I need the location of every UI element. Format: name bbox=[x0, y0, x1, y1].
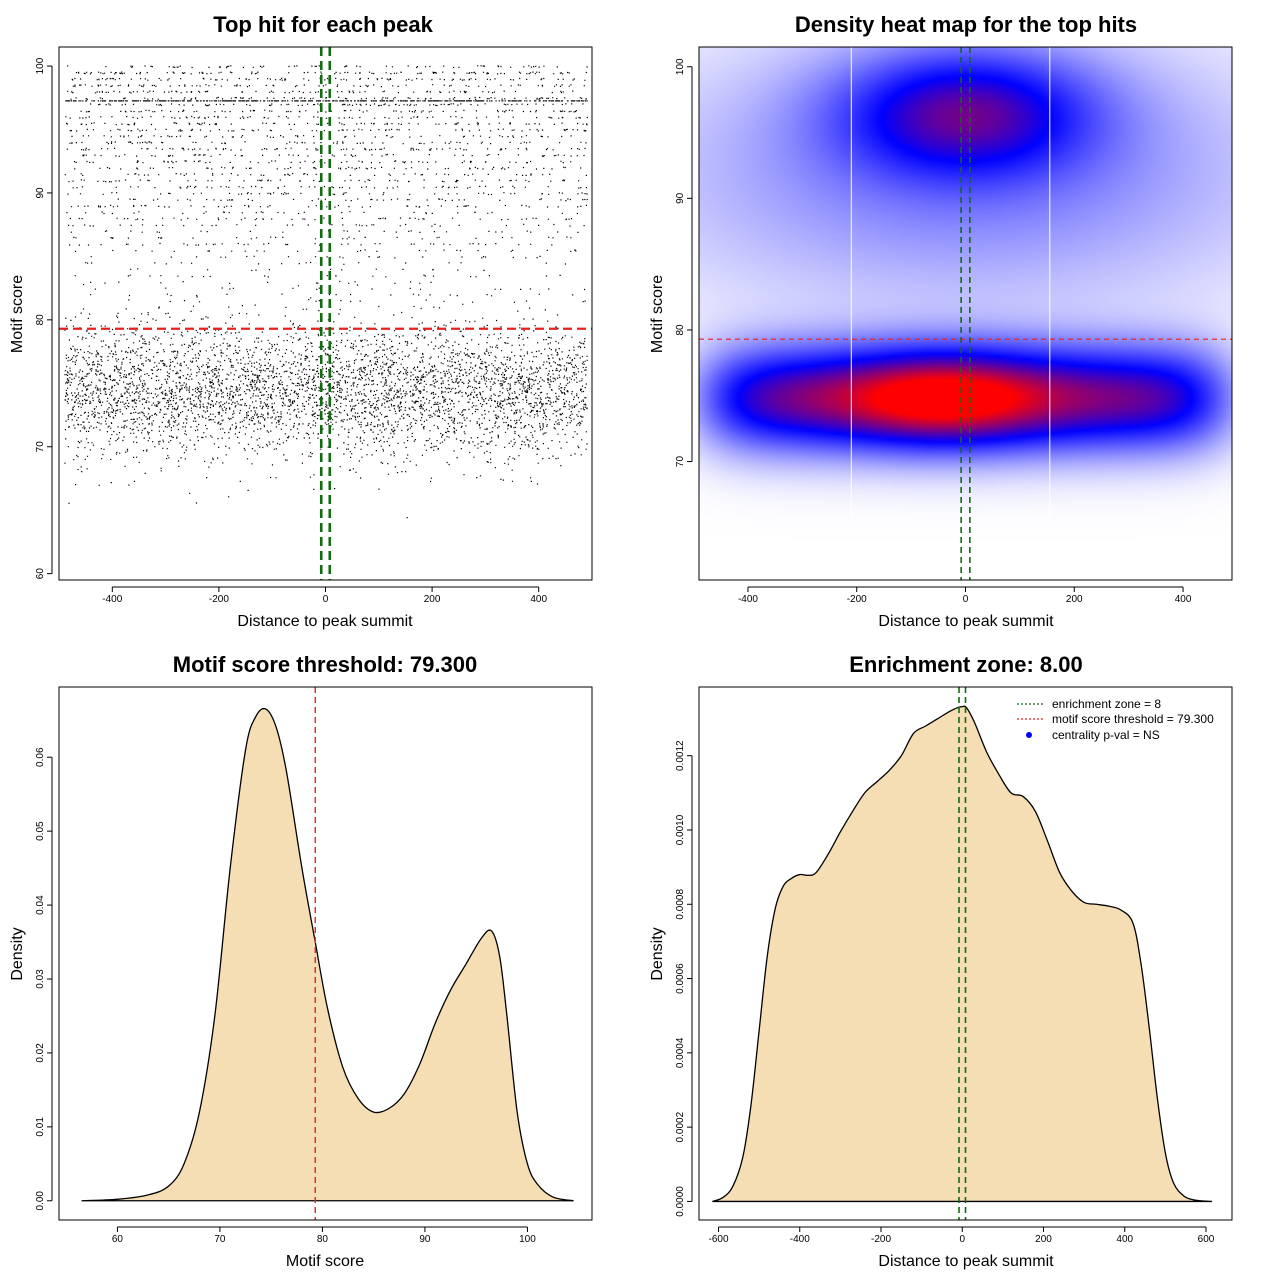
distance-density-x-tick-label: 0 bbox=[959, 1234, 965, 1245]
scatter-x-tick-label: 400 bbox=[530, 594, 547, 605]
scatter-plot-frame bbox=[58, 46, 593, 581]
scatter-x-tick-label: 200 bbox=[424, 594, 441, 605]
scatter-y-tick-label: 60 bbox=[35, 568, 46, 580]
score-density-axes: 60 70 80 90 100 0.00 0.01 0.02 0.03 0.04 0.05 0.06 bbox=[35, 747, 536, 1245]
distance-density-panel: Enrichment zone: 8.00 -600 -400 -200 0 200 40… bbox=[649, 652, 1233, 1270]
scatter-point bbox=[64, 65, 588, 519]
legend-label-threshold: motif score threshold = 79.300 bbox=[1052, 712, 1214, 726]
distance-density-curve bbox=[712, 705, 1213, 1203]
distance-density-y-tick-label: 0.0008 bbox=[675, 889, 686, 920]
score-density-x-tick-label: 80 bbox=[317, 1234, 329, 1245]
distance-density-y-tick-label: 0.0010 bbox=[675, 814, 686, 845]
heatmap-plot-frame bbox=[698, 46, 1233, 581]
heatmap-x-tick-label: -400 bbox=[738, 594, 758, 605]
heatmap-panel: Density heat map for the top hits -400 -2… bbox=[649, 12, 1233, 630]
heatmap-x-axis-label: Distance to peak summit bbox=[878, 613, 1054, 630]
score-density-y-tick-label: 0.01 bbox=[35, 1117, 46, 1137]
legend: enrichment zone = 8 motif score threshol… bbox=[1017, 697, 1214, 742]
scatter-x-tick-label: -200 bbox=[209, 594, 229, 605]
distance-density-x-tick-label: 600 bbox=[1198, 1234, 1215, 1245]
distance-density-title: Enrichment zone: 8.00 bbox=[849, 652, 1083, 677]
score-density-curve bbox=[81, 707, 574, 1202]
scatter-axes: -400 -200 0 200 400 60 70 80 90 100 bbox=[35, 57, 547, 605]
distance-density-y-tick-label: 0.0004 bbox=[675, 1037, 686, 1068]
legend-label-enrichment-zone: enrichment zone = 8 bbox=[1052, 697, 1161, 711]
score-density-x-axis-label: Motif score bbox=[286, 1253, 364, 1270]
score-density-y-tick-label: 0.06 bbox=[35, 747, 46, 767]
scatter-x-tick-label: -400 bbox=[102, 594, 122, 605]
heatmap-y-tick-label: 80 bbox=[675, 324, 686, 336]
distance-density-y-tick-label: 0.0012 bbox=[675, 740, 686, 771]
heatmap-y-tick-label: 70 bbox=[675, 456, 686, 468]
score-density-y-tick-label: 0.04 bbox=[35, 895, 46, 915]
distance-density-plot-frame bbox=[698, 686, 1233, 1221]
scatter-y-tick-label: 70 bbox=[35, 441, 46, 453]
distance-density-x-tick-label: -200 bbox=[871, 1234, 891, 1245]
distance-density-x-axis-label: Distance to peak summit bbox=[878, 1253, 1054, 1270]
scatter-points bbox=[64, 65, 588, 519]
heatmap-axes: -400 -200 0 200 400 70 80 90 100 bbox=[675, 58, 1192, 605]
distance-density-x-tick-label: 400 bbox=[1116, 1234, 1133, 1245]
score-density-panel: Motif score threshold: 79.300 60 70 80 90 10… bbox=[9, 652, 593, 1270]
scatter-x-tick-label: 0 bbox=[323, 594, 329, 605]
legend-swatch-centrality bbox=[1026, 732, 1032, 738]
heatmap-x-tick-label: 400 bbox=[1175, 594, 1192, 605]
scatter-x-axis-label: Distance to peak summit bbox=[237, 613, 413, 630]
distance-density-y-tick-label: 0.0006 bbox=[675, 963, 686, 994]
distance-density-y-tick-label: 0.0002 bbox=[675, 1111, 686, 1142]
distance-density-axes: -600 -400 -200 0 200 400 600 0.0000 0.0002 0.0004… bbox=[675, 740, 1215, 1245]
score-density-y-tick-label: 0.02 bbox=[35, 1043, 46, 1063]
scatter-y-tick-label: 100 bbox=[35, 57, 46, 74]
heatmap-title: Density heat map for the top hits bbox=[795, 12, 1137, 37]
score-density-x-tick-label: 100 bbox=[519, 1234, 536, 1245]
distance-density-y-tick-label: 0.0000 bbox=[675, 1186, 686, 1217]
score-density-y-tick-label: 0.05 bbox=[35, 821, 46, 841]
distance-density-x-tick-label: 200 bbox=[1035, 1234, 1052, 1245]
distance-density-reference-lines bbox=[958, 687, 967, 1220]
score-density-x-tick-label: 60 bbox=[112, 1234, 124, 1245]
scatter-y-tick-label: 80 bbox=[35, 314, 46, 326]
scatter-y-tick-label: 90 bbox=[35, 187, 46, 199]
heatmap-x-tick-label: -200 bbox=[847, 594, 867, 605]
scatter-title: Top hit for each peak bbox=[213, 12, 433, 37]
score-density-plot-frame bbox=[58, 686, 593, 1221]
scatter-panel: Top hit for each peak -400 -200 0 200 400 60 7… bbox=[9, 12, 593, 630]
heatmap-y-tick-label: 100 bbox=[675, 58, 686, 75]
heatmap-y-axis-label: Motif score bbox=[649, 275, 666, 353]
legend-label-centrality: centrality p-val = NS bbox=[1052, 728, 1160, 742]
score-density-y-tick-label: 0.00 bbox=[35, 1191, 46, 1211]
scatter-reference-lines bbox=[59, 47, 592, 580]
heatmap-reference-lines bbox=[699, 47, 1232, 580]
score-density-x-tick-label: 90 bbox=[419, 1234, 431, 1245]
distance-density-x-tick-label: -600 bbox=[708, 1234, 728, 1245]
heatmap-y-tick-label: 90 bbox=[675, 192, 686, 204]
heatmap-image bbox=[699, 47, 1232, 580]
score-density-y-axis-label: Density bbox=[9, 927, 26, 980]
score-density-x-tick-label: 70 bbox=[214, 1234, 226, 1245]
heatmap-x-tick-label: 200 bbox=[1066, 594, 1083, 605]
heatmap-x-tick-label: 0 bbox=[963, 594, 969, 605]
score-density-title: Motif score threshold: 79.300 bbox=[173, 652, 477, 677]
distance-density-x-tick-label: -400 bbox=[790, 1234, 810, 1245]
scatter-y-axis-label: Motif score bbox=[9, 275, 26, 353]
score-density-y-tick-label: 0.03 bbox=[35, 969, 46, 989]
distance-density-y-axis-label: Density bbox=[649, 927, 666, 980]
